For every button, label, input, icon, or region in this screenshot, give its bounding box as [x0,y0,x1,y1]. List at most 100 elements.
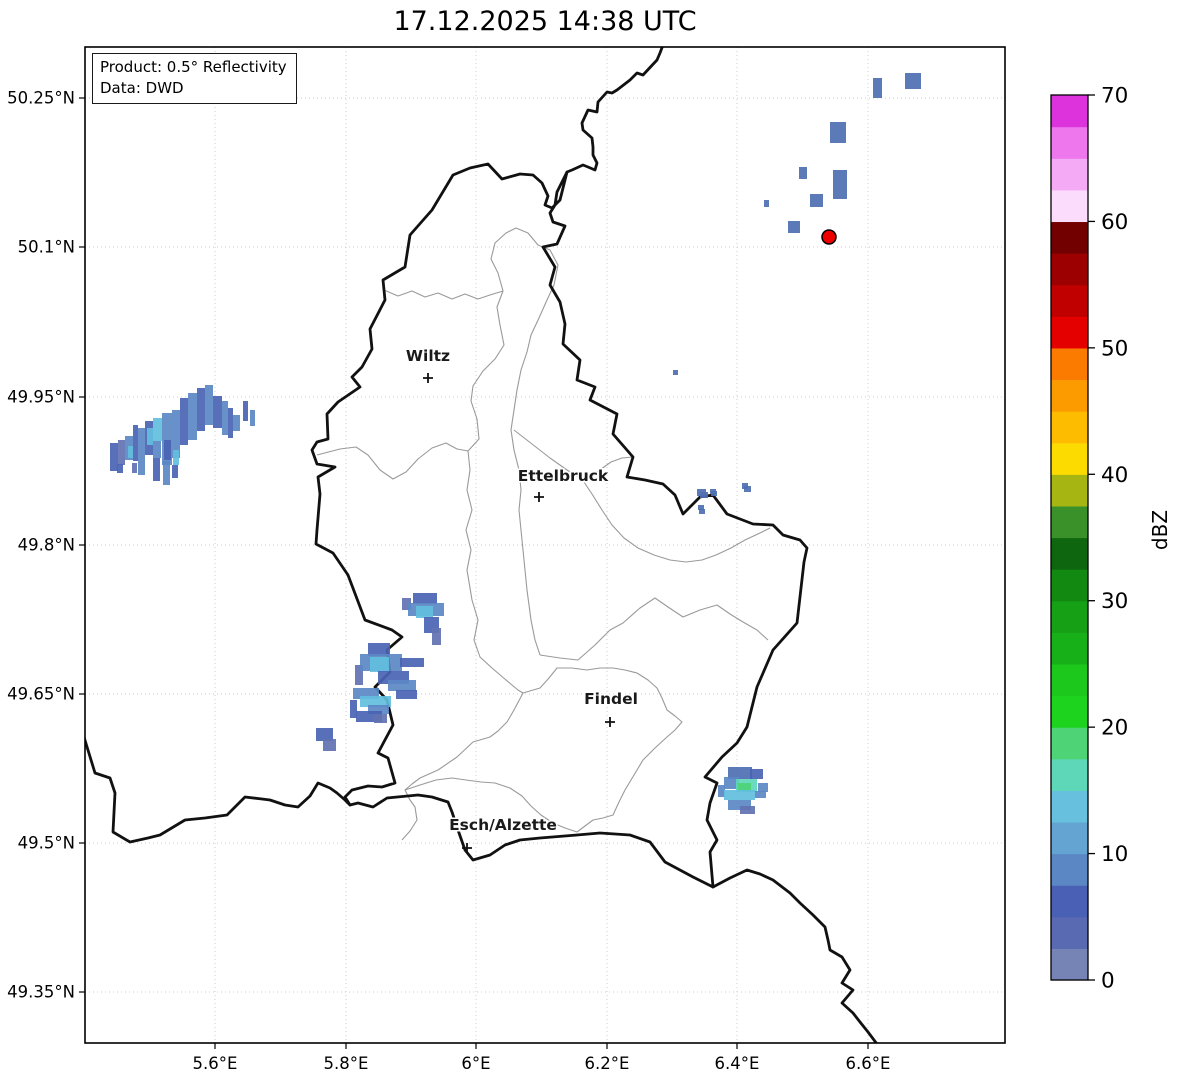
luxembourg-border [310,162,809,889]
x-axis-labels: 5.6°E 5.8°E 6°E 6.2°E 6.4°E 6.6°E [193,1054,891,1073]
colorbar: 0 10 20 30 40 50 60 70 [1050,84,1128,994]
colorbar-segment [1051,569,1088,602]
y-tick-label: 50.25°N [7,89,75,108]
radar-echo-cell [728,800,751,810]
colorbar-segment [1051,442,1088,475]
radar-echo-cell [118,440,125,465]
radar-echo-cell [368,705,389,714]
product-info-box: Product: 0.5° Reflectivity Data: DWD [92,53,297,104]
colorbar-segment [1051,474,1088,507]
plot-area: Wiltz Ettelbruck Findel Esch/Alzette [85,47,1005,1043]
colorbar-segment [1051,379,1088,412]
city-marker-icon [534,492,544,502]
colorbar-tick-label: 20 [1101,716,1128,741]
colorbar-segment [1051,885,1088,918]
y-tick-label: 49.95°N [7,388,75,407]
radar-echo-cell [250,410,255,426]
colorbar-tick-label: 70 [1101,84,1128,109]
radar-echo-cell [673,370,678,375]
colorbar-segment [1051,727,1088,760]
country-borders [85,47,878,1043]
product-info-line1: Product: 0.5° Reflectivity [100,58,287,76]
colorbar-segment [1051,284,1088,317]
radar-echo-cell [718,785,725,797]
radar-echo-cell [132,463,137,473]
city-label: Esch/Alzette [449,816,557,834]
y-axis-labels: 50.25°N 50.1°N 49.95°N 49.8°N 49.65°N 49.5°N 4… [7,89,75,1002]
colorbar-tick-label: 0 [1101,969,1115,994]
colorbar-tick-label: 30 [1101,589,1128,614]
colorbar-tick-label: 50 [1101,336,1128,361]
radar-echo-cell [128,446,133,458]
district-borders [316,227,771,841]
radar-echo-cell [750,769,763,779]
radar-echo-cell [699,509,705,514]
radar-echo-cell [873,78,882,98]
axis-ticks [79,97,869,1049]
colorbar-segment [1051,853,1088,886]
y-tick-label: 50.1°N [18,238,75,257]
colorbar-segment [1051,95,1088,128]
colorbar-tick-label: 40 [1101,463,1128,488]
district-border-line [510,249,559,656]
y-tick-label: 49.5°N [18,834,75,853]
colorbar-segment [1051,790,1088,823]
radar-echo-cell [370,657,389,672]
x-tick-label: 6.4°E [715,1054,760,1073]
radar-echo-cell [830,122,846,143]
x-tick-label: 5.8°E [324,1054,369,1073]
gridlines [85,47,1005,1043]
page-title: 17.12.2025 14:38 UTC [393,6,697,37]
radar-echo-cell [222,401,228,435]
radar-echo-cell [400,658,424,667]
city-marker-icon [605,717,615,727]
radar-echo-cell [323,739,336,751]
district-border-line [404,777,578,833]
radar-echo-cell [233,415,240,431]
radar-echo-cell [205,385,213,425]
radar-echo-cell [432,628,441,645]
city-label: Wiltz [406,347,450,365]
colorbar-segment [1051,158,1088,191]
radar-echo-cell [197,388,205,431]
radar-echo-cell [355,665,363,685]
radar-echo-cell [110,443,118,471]
x-tick-label: 6.6°E [846,1054,891,1073]
colorbar-segment [1051,948,1088,981]
colorbar-segment [1051,411,1088,444]
colorbar-segment [1051,916,1088,949]
district-border-line [383,289,504,300]
radar-echo-cell [164,440,171,460]
radar-echo-cell [413,593,437,604]
radar-echo-cell [368,643,390,656]
radar-echo-cell [740,806,755,814]
radar-echo-cell [163,461,170,485]
belgium-germany-border [565,47,664,174]
radar-echo-cell [213,396,222,428]
radar-echo-cell [133,425,138,461]
radar-echo-cell [388,680,416,691]
radar-echo-cell [172,465,178,478]
radar-echo-cell [700,492,708,498]
city-label: Ettelbruck [518,467,609,485]
radar-echo-cell [360,696,391,707]
x-tick-label: 5.6°E [193,1054,238,1073]
colorbar-segment [1051,663,1088,697]
district-border-line [401,450,524,841]
colorbar-tick-label: 60 [1101,210,1128,235]
radar-echo-cell [162,413,172,465]
colorbar-segment [1051,632,1088,665]
city-annotations: Wiltz Ettelbruck Findel Esch/Alzette [404,346,639,853]
district-border-line [581,478,771,563]
radar-echo-cell [744,486,751,492]
belgium-france-border [85,736,352,844]
radar-echo-cell [755,791,766,798]
radar-echo-cell [153,418,162,441]
radar-echo-cell [724,790,755,800]
radar-echo-cell [711,491,717,496]
radar-echo-cell [402,598,411,610]
colorbar-segment [1051,821,1088,855]
colorbar-segment [1051,505,1088,539]
